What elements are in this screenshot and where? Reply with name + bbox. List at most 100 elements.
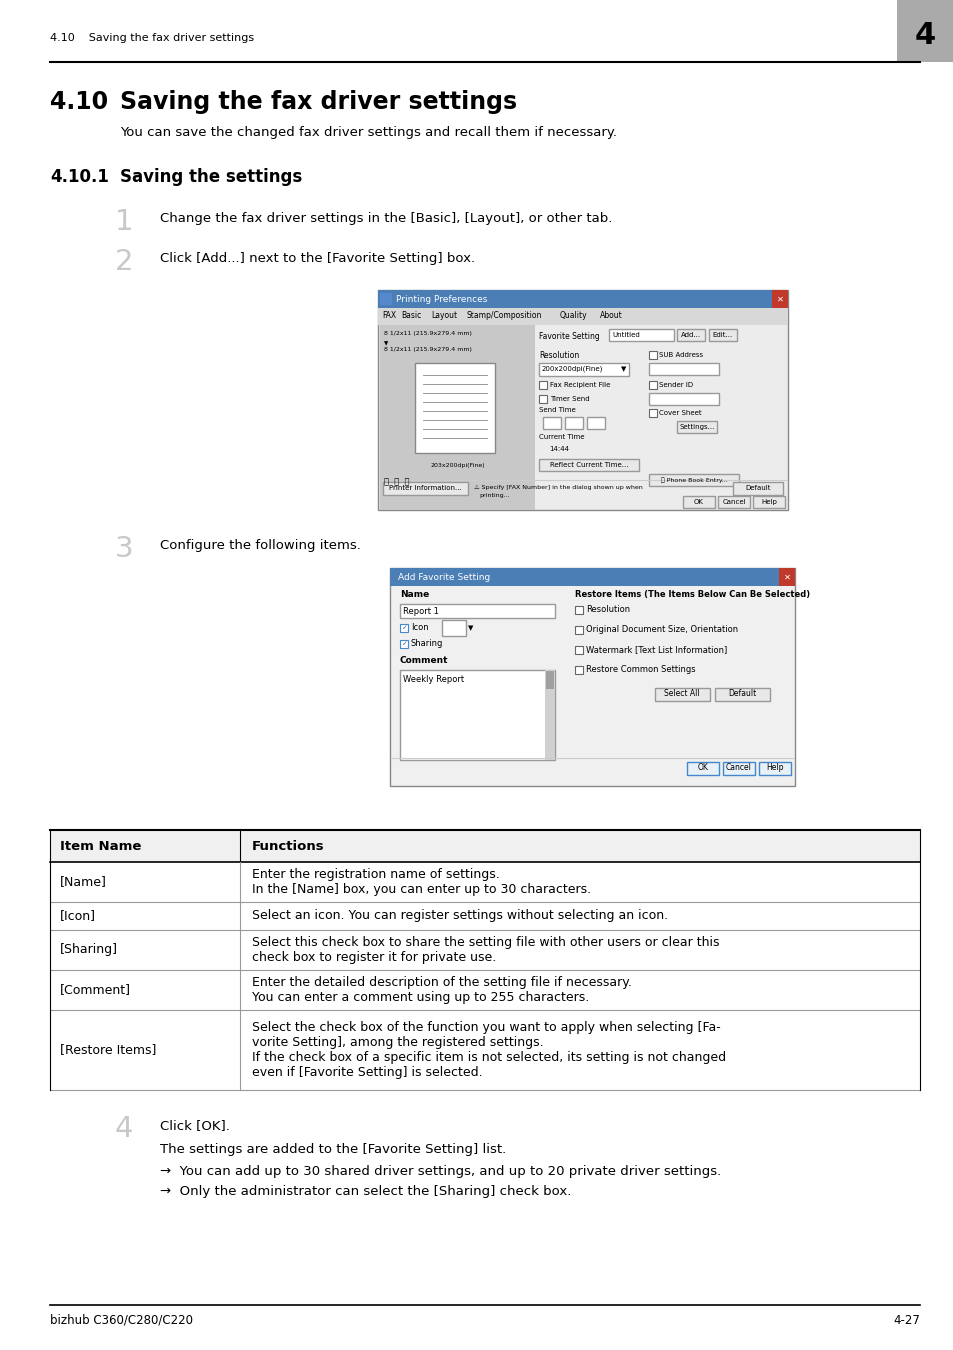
- Text: You can save the changed fax driver settings and recall them if necessary.: You can save the changed fax driver sett…: [120, 126, 617, 139]
- Text: FAX: FAX: [381, 312, 395, 320]
- Text: 3: 3: [115, 535, 133, 563]
- Bar: [377, 308, 787, 325]
- Bar: [752, 495, 784, 508]
- Text: 1: 1: [115, 208, 133, 236]
- Bar: [544, 670, 555, 760]
- Text: Report 1: Report 1: [402, 606, 438, 616]
- Text: ⚠ Specify [FAX Number] in the dialog shown up when: ⚠ Specify [FAX Number] in the dialog sho…: [474, 485, 642, 490]
- Text: 14:44: 14:44: [548, 446, 568, 452]
- Text: Cancel: Cancel: [721, 500, 745, 505]
- Text: Select All: Select All: [663, 690, 700, 698]
- Bar: [538, 381, 546, 389]
- Text: Add...: Add...: [680, 332, 700, 338]
- Bar: [390, 568, 794, 786]
- Text: Sender ID: Sender ID: [659, 382, 693, 387]
- Bar: [390, 568, 794, 586]
- Text: ▼: ▼: [384, 342, 388, 346]
- Text: 200x200dpi(Fine): 200x200dpi(Fine): [541, 366, 602, 373]
- Bar: [50, 830, 919, 863]
- Text: 4.10    Saving the fax driver settings: 4.10 Saving the fax driver settings: [50, 32, 253, 43]
- Text: Click [Add...] next to the [Favorite Setting] box.: Click [Add...] next to the [Favorite Set…: [160, 252, 475, 265]
- Text: About: About: [599, 312, 621, 320]
- Text: Select this check box to share the setting file with other users or clear this: Select this check box to share the setti…: [252, 936, 719, 949]
- Bar: [399, 640, 408, 648]
- Text: Change the fax driver settings in the [Basic], [Layout], or other tab.: Change the fax driver settings in the [B…: [160, 212, 612, 225]
- Text: Weekly Report: Weekly Report: [402, 675, 464, 684]
- Text: Stamp/Composition: Stamp/Composition: [466, 312, 541, 320]
- Bar: [722, 761, 754, 775]
- Bar: [648, 363, 719, 375]
- Text: Help: Help: [765, 764, 783, 772]
- Text: If the check box of a specific item is not selected, its setting is not changed: If the check box of a specific item is n…: [252, 1052, 725, 1064]
- Text: Functions: Functions: [252, 840, 324, 852]
- Text: [Sharing]: [Sharing]: [60, 944, 118, 957]
- Bar: [608, 329, 673, 342]
- Text: Settings...: Settings...: [679, 424, 714, 431]
- Text: 4.10: 4.10: [50, 90, 108, 113]
- Text: Click [OK].: Click [OK].: [160, 1119, 230, 1133]
- Text: →  Only the administrator can select the [Sharing] check box.: → Only the administrator can select the …: [160, 1185, 571, 1197]
- Text: Cancel: Cancel: [725, 764, 751, 772]
- Text: Resolution: Resolution: [585, 606, 630, 614]
- Bar: [575, 666, 582, 674]
- Text: [Name]: [Name]: [60, 876, 107, 888]
- Text: The settings are added to the [Favorite Setting] list.: The settings are added to the [Favorite …: [160, 1143, 506, 1156]
- Text: Restore Common Settings: Restore Common Settings: [585, 666, 695, 675]
- Bar: [677, 329, 704, 342]
- Text: Select the check box of the function you want to apply when selecting [Fa-: Select the check box of the function you…: [252, 1021, 720, 1034]
- Text: Edit...: Edit...: [712, 332, 732, 338]
- Text: Help: Help: [760, 500, 776, 505]
- Text: In the [Name] box, you can enter up to 30 characters.: In the [Name] box, you can enter up to 3…: [252, 883, 591, 896]
- Text: [Icon]: [Icon]: [60, 910, 96, 922]
- Text: Quality: Quality: [558, 312, 586, 320]
- Bar: [586, 417, 604, 429]
- Text: Add Favorite Setting: Add Favorite Setting: [397, 572, 490, 582]
- Bar: [538, 396, 546, 404]
- Bar: [538, 459, 639, 471]
- Text: SUB Address: SUB Address: [659, 352, 702, 358]
- Text: Basic: Basic: [401, 312, 421, 320]
- Text: OK: OK: [697, 764, 708, 772]
- Bar: [399, 670, 555, 760]
- Text: Enter the registration name of settings.: Enter the registration name of settings.: [252, 868, 499, 882]
- Bar: [377, 290, 787, 308]
- Bar: [575, 647, 582, 653]
- Text: Comment: Comment: [399, 656, 448, 666]
- Bar: [382, 482, 468, 495]
- Text: printing...: printing...: [478, 493, 509, 498]
- Bar: [441, 620, 465, 636]
- Bar: [648, 351, 657, 359]
- Bar: [575, 626, 582, 634]
- Text: 4: 4: [913, 20, 935, 50]
- Text: Restore Items (The Items Below Can Be Selected): Restore Items (The Items Below Can Be Se…: [575, 590, 809, 599]
- Text: Timer Send: Timer Send: [550, 396, 589, 402]
- Bar: [759, 761, 790, 775]
- Text: ✓: ✓: [401, 625, 407, 630]
- Text: Enter the detailed description of the setting file if necessary.: Enter the detailed description of the se…: [252, 976, 631, 990]
- Text: →  You can add up to 30 shared driver settings, and up to 20 private driver sett: → You can add up to 30 shared driver set…: [160, 1165, 720, 1179]
- Bar: [399, 624, 408, 632]
- Text: ✕: ✕: [776, 294, 782, 304]
- Text: vorite Setting], among the registered settings.: vorite Setting], among the registered se…: [252, 1035, 543, 1049]
- Text: Printing Preferences: Printing Preferences: [395, 294, 487, 304]
- Bar: [564, 417, 582, 429]
- Text: Printer Information...: Printer Information...: [388, 485, 461, 491]
- Text: even if [Favorite Setting] is selected.: even if [Favorite Setting] is selected.: [252, 1066, 482, 1079]
- Text: bizhub C360/C280/C220: bizhub C360/C280/C220: [50, 1314, 193, 1327]
- Text: Favorite Setting: Favorite Setting: [538, 332, 599, 342]
- Text: 4.10.1: 4.10.1: [50, 167, 109, 186]
- Text: Sharing: Sharing: [411, 640, 443, 648]
- Text: Saving the fax driver settings: Saving the fax driver settings: [120, 90, 517, 113]
- Bar: [377, 290, 787, 510]
- Text: ✕: ✕: [782, 572, 790, 582]
- Bar: [538, 363, 628, 377]
- Bar: [415, 363, 495, 454]
- Bar: [399, 603, 555, 618]
- Text: 4: 4: [115, 1115, 133, 1143]
- Text: [Comment]: [Comment]: [60, 984, 131, 996]
- Text: Saving the settings: Saving the settings: [120, 167, 302, 186]
- Text: Default: Default: [744, 485, 770, 491]
- Text: 8 1/2x11 (215.9x279.4 mm): 8 1/2x11 (215.9x279.4 mm): [384, 331, 472, 336]
- Bar: [779, 568, 794, 586]
- Bar: [648, 381, 657, 389]
